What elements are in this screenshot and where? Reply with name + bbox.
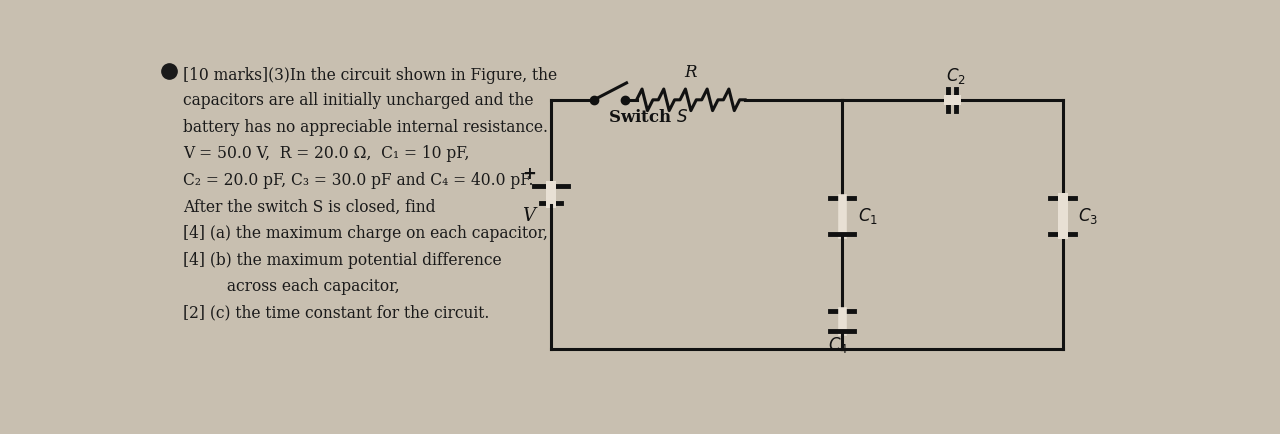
Text: After the switch S is closed, find: After the switch S is closed, find [183, 198, 435, 215]
Text: capacitors are all initially uncharged and the: capacitors are all initially uncharged a… [183, 92, 534, 109]
Text: across each capacitor,: across each capacitor, [183, 278, 399, 295]
Text: [10 marks](3)In the circuit shown in Figure, the: [10 marks](3)In the circuit shown in Fig… [183, 67, 557, 84]
Text: $C_2$: $C_2$ [946, 66, 966, 86]
Text: $C_1$: $C_1$ [858, 206, 878, 226]
Text: V = 50.0 V,  R = 20.0 Ω,  C₁ = 10 pF,: V = 50.0 V, R = 20.0 Ω, C₁ = 10 pF, [183, 145, 470, 162]
Text: [4] (a) the maximum charge on each capacitor,: [4] (a) the maximum charge on each capac… [183, 225, 548, 242]
Text: R: R [685, 64, 698, 81]
Text: +: + [522, 165, 536, 183]
Text: $C_3$: $C_3$ [1078, 206, 1098, 226]
Text: $C_4$: $C_4$ [828, 335, 849, 355]
Text: [4] (b) the maximum potential difference: [4] (b) the maximum potential difference [183, 252, 502, 269]
Text: battery has no appreciable internal resistance.: battery has no appreciable internal resi… [183, 118, 548, 136]
Text: V: V [522, 207, 535, 225]
Text: C₂ = 20.0 pF, C₃ = 30.0 pF and C₄ = 40.0 pF.: C₂ = 20.0 pF, C₃ = 30.0 pF and C₄ = 40.0… [183, 172, 534, 189]
Text: Switch $S$: Switch $S$ [608, 109, 689, 126]
Text: [2] (c) the time constant for the circuit.: [2] (c) the time constant for the circui… [183, 305, 490, 322]
